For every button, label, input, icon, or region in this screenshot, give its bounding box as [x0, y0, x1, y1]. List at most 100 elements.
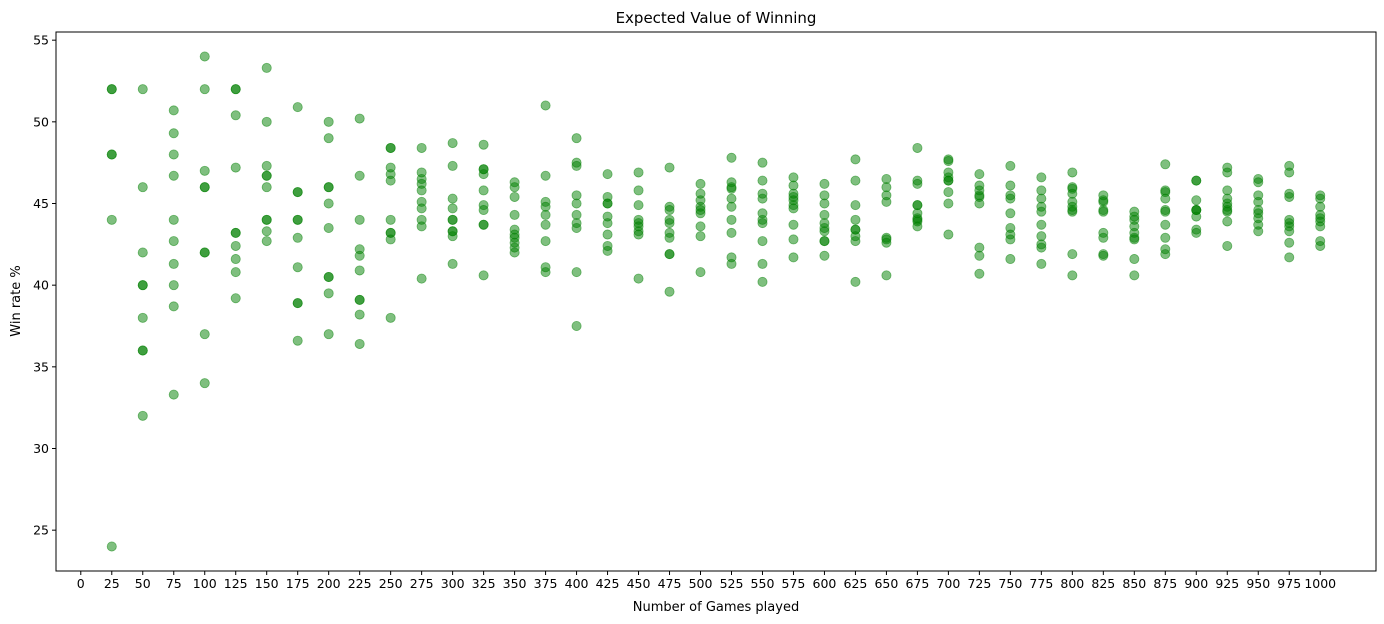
- data-point: [540, 209, 551, 220]
- x-tick-label: 600: [813, 576, 837, 591]
- x-tick-label: 725: [967, 576, 991, 591]
- data-point: [881, 237, 892, 248]
- data-point: [354, 170, 365, 181]
- data-point: [261, 116, 272, 127]
- data-point: [819, 198, 830, 209]
- data-point: [261, 182, 272, 193]
- y-axis-label: Win rate %: [9, 265, 24, 336]
- data-point: [478, 205, 489, 216]
- data-point: [416, 142, 427, 153]
- x-tick-label: 250: [379, 576, 403, 591]
- data-point: [354, 250, 365, 261]
- data-point: [230, 110, 241, 121]
- x-tick-label: 850: [1122, 576, 1146, 591]
- data-point: [292, 187, 303, 198]
- data-point: [974, 169, 985, 180]
- data-point: [168, 236, 179, 247]
- data-point: [1005, 193, 1016, 204]
- data-point: [633, 273, 644, 284]
- data-point: [478, 139, 489, 150]
- x-tick-label: 125: [224, 576, 248, 591]
- data-point: [850, 200, 861, 211]
- data-point: [1036, 206, 1047, 217]
- data-point: [881, 196, 892, 207]
- data-point: [757, 258, 768, 269]
- data-point: [168, 389, 179, 400]
- data-point: [757, 193, 768, 204]
- data-point: [292, 298, 303, 309]
- data-point: [1222, 167, 1233, 178]
- data-point: [943, 187, 954, 198]
- data-point: [850, 236, 861, 247]
- data-point: [1098, 206, 1109, 217]
- x-tick-label: 150: [255, 576, 279, 591]
- data-point: [633, 167, 644, 178]
- data-point: [695, 208, 706, 219]
- data-point: [571, 198, 582, 209]
- data-point: [447, 214, 458, 225]
- x-tick-label: 900: [1184, 576, 1208, 591]
- x-tick-label: 225: [348, 576, 372, 591]
- data-point: [1191, 175, 1202, 186]
- data-point: [323, 116, 334, 127]
- data-point: [106, 214, 117, 225]
- data-point: [850, 175, 861, 186]
- data-point: [912, 142, 923, 153]
- data-point: [137, 312, 148, 323]
- x-tick-label: 825: [1091, 576, 1115, 591]
- data-point: [1315, 240, 1326, 251]
- data-point: [261, 160, 272, 171]
- data-point: [385, 142, 396, 153]
- data-point: [726, 258, 737, 269]
- x-tick-label: 50: [135, 576, 151, 591]
- data-point: [1160, 193, 1171, 204]
- data-point: [447, 258, 458, 269]
- data-point: [974, 268, 985, 279]
- data-point: [230, 293, 241, 304]
- data-point: [106, 541, 117, 552]
- x-tick-label: 950: [1246, 576, 1270, 591]
- data-point: [1160, 206, 1171, 217]
- data-point: [1160, 232, 1171, 243]
- y-tick-label: 25: [33, 523, 49, 538]
- data-point: [137, 345, 148, 356]
- data-point: [695, 267, 706, 278]
- data-point: [168, 128, 179, 139]
- data-point: [1284, 237, 1295, 248]
- data-point: [168, 258, 179, 269]
- data-point: [974, 198, 985, 209]
- x-tick-label: 1000: [1304, 576, 1336, 591]
- data-point: [1005, 234, 1016, 245]
- data-point: [385, 312, 396, 323]
- data-point: [106, 84, 117, 95]
- data-point: [137, 84, 148, 95]
- data-point: [199, 84, 210, 95]
- x-tick-label: 625: [844, 576, 868, 591]
- x-tick-label: 500: [689, 576, 713, 591]
- data-point: [354, 309, 365, 320]
- data-point: [1036, 219, 1047, 230]
- data-point: [1160, 159, 1171, 170]
- x-tick-label: 275: [410, 576, 434, 591]
- data-point: [850, 276, 861, 287]
- data-point: [1222, 240, 1233, 251]
- data-point: [602, 229, 613, 240]
- data-point: [354, 214, 365, 225]
- data-point: [695, 178, 706, 189]
- data-point: [292, 262, 303, 273]
- data-point: [168, 105, 179, 116]
- x-tick-label: 0: [77, 576, 85, 591]
- data-point: [261, 226, 272, 237]
- data-point: [385, 175, 396, 186]
- data-point: [261, 236, 272, 247]
- x-tick-label: 800: [1060, 576, 1084, 591]
- data-point: [230, 227, 241, 238]
- data-point: [292, 335, 303, 346]
- data-point: [726, 183, 737, 194]
- data-point: [137, 280, 148, 291]
- data-point: [1222, 206, 1233, 217]
- data-point: [261, 62, 272, 73]
- data-point: [292, 232, 303, 243]
- data-point: [1191, 195, 1202, 206]
